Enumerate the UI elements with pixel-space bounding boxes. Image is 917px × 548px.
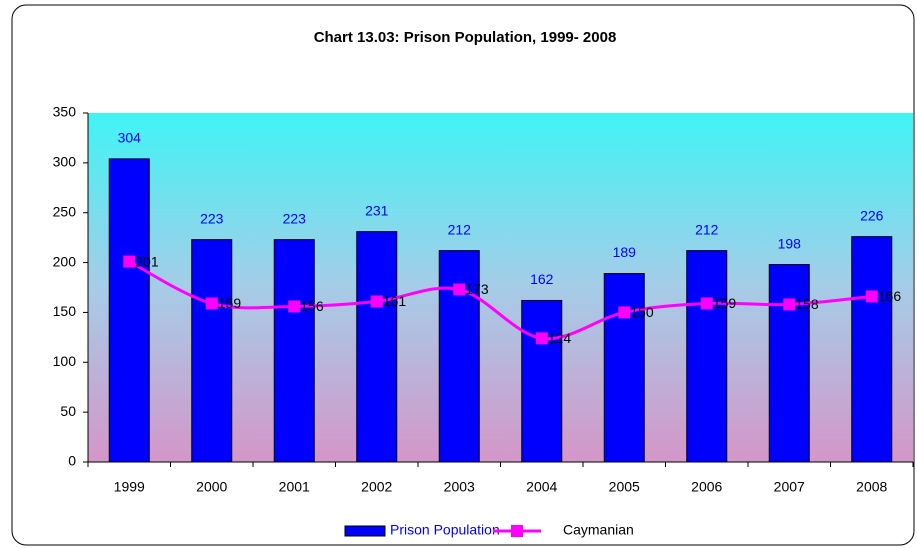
line-value-label: 159 xyxy=(218,295,242,311)
bar-value-label: 304 xyxy=(118,130,142,146)
line-value-label: 159 xyxy=(713,295,737,311)
legend-swatch xyxy=(344,525,386,537)
y-tick-label: 0 xyxy=(68,453,76,469)
marker xyxy=(123,255,136,268)
bar-value-label: 223 xyxy=(283,210,307,226)
marker xyxy=(618,306,631,319)
x-tick-label: 2008 xyxy=(856,479,887,495)
bar-value-label: 226 xyxy=(860,207,884,223)
y-tick-label: 150 xyxy=(53,303,77,319)
bar xyxy=(603,273,645,463)
line xyxy=(128,260,872,341)
bar xyxy=(356,231,398,463)
legend-swatch xyxy=(511,525,523,537)
bar-value-label: 212 xyxy=(448,221,472,237)
marker xyxy=(205,297,218,310)
bar xyxy=(851,236,893,463)
y-tick-label: 350 xyxy=(53,104,77,120)
line-value-label: 156 xyxy=(300,298,324,314)
line-value-label: 201 xyxy=(135,253,159,269)
line-value-label: 173 xyxy=(465,281,489,297)
bar-value-label: 231 xyxy=(365,202,389,218)
marker xyxy=(700,297,713,310)
x-tick-label: 1999 xyxy=(114,479,145,495)
bar-value-label: 189 xyxy=(613,244,637,260)
bar-value-label: 223 xyxy=(200,210,224,226)
legend-label: Caymanian xyxy=(563,522,634,538)
marker xyxy=(535,332,548,345)
line-value-label: 161 xyxy=(383,293,407,309)
marker xyxy=(370,295,383,308)
x-tick-label: 2001 xyxy=(279,479,310,495)
x-tick-label: 2007 xyxy=(774,479,805,495)
y-tick-label: 250 xyxy=(53,203,77,219)
y-tick-label: 50 xyxy=(60,403,76,419)
y-tick-label: 300 xyxy=(53,154,77,170)
bar-value-label: 198 xyxy=(778,235,802,251)
bar xyxy=(521,299,563,463)
bar xyxy=(108,158,150,463)
line-value-label: 166 xyxy=(878,288,902,304)
line-value-label: 158 xyxy=(795,296,819,312)
bar xyxy=(191,239,233,463)
legend-label: Prison Population xyxy=(390,522,500,538)
x-tick-label: 2003 xyxy=(444,479,475,495)
x-tick-label: 2000 xyxy=(196,479,227,495)
marker xyxy=(453,283,466,296)
bar-value-label: 212 xyxy=(695,221,719,237)
marker xyxy=(783,298,796,311)
x-tick-label: 2006 xyxy=(691,479,722,495)
bar-value-label: 162 xyxy=(530,271,554,287)
x-tick-label: 2004 xyxy=(526,479,557,495)
bar xyxy=(768,264,810,463)
marker xyxy=(865,290,878,303)
marker xyxy=(288,300,301,313)
bar xyxy=(273,239,315,463)
line-value-label: 124 xyxy=(548,330,572,346)
bar xyxy=(686,250,728,463)
line-value-label: 150 xyxy=(630,304,654,320)
x-tick-label: 2005 xyxy=(609,479,640,495)
chart-title: Chart 13.03: Prison Population, 1999- 20… xyxy=(314,29,617,46)
y-tick-label: 200 xyxy=(53,253,77,269)
x-tick-label: 2002 xyxy=(361,479,392,495)
y-tick-label: 100 xyxy=(53,353,77,369)
